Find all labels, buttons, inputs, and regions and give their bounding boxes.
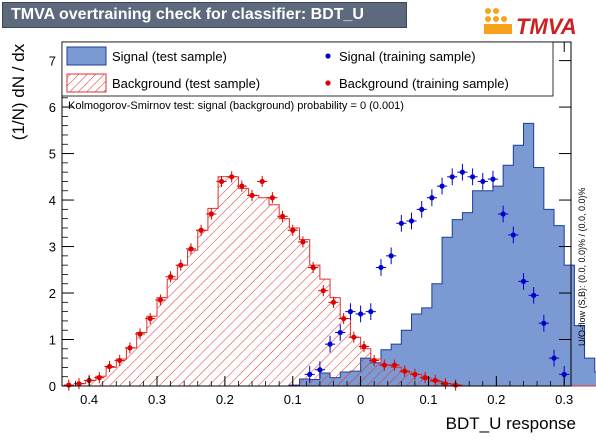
signal-train-point <box>508 226 519 244</box>
logo-dots-icon <box>484 8 512 34</box>
signal-train-point <box>487 170 499 188</box>
signal-train-point <box>335 324 346 341</box>
background-train-point <box>348 331 359 343</box>
signal-train-point <box>375 259 387 276</box>
legend <box>61 41 554 97</box>
background-train-point <box>246 189 258 201</box>
background-train-point <box>369 354 380 367</box>
background-train-point <box>114 354 125 367</box>
signal-train-point <box>416 200 427 218</box>
signal-train-point <box>365 303 376 320</box>
background-train-point <box>206 208 217 220</box>
legend-background-train-label: Background (training sample) <box>339 76 509 91</box>
signal-train-point <box>528 286 539 304</box>
background-train-point <box>155 294 166 306</box>
background-train-point <box>226 171 237 183</box>
y-tick-label: 7 <box>49 54 56 69</box>
background-train-point <box>409 368 420 380</box>
logo-text: TMVA <box>516 14 577 39</box>
x-axis-label: BDT_U response <box>445 414 576 433</box>
y-tick-label: 1 <box>49 333 56 348</box>
signal-train-point <box>304 366 315 383</box>
background-train-point <box>165 271 176 283</box>
x-tick-label: 0 <box>357 392 364 407</box>
y-tick-label: 5 <box>49 147 56 162</box>
tmva-logo: TMVA <box>484 8 577 39</box>
title-box: TMVA overtraining check for classifier: … <box>2 2 407 28</box>
x-tick-label: 0.1 <box>419 392 437 407</box>
background-train-point <box>134 328 146 340</box>
background-train-point <box>379 359 390 371</box>
signal-train-point <box>406 212 417 230</box>
background-train-point <box>104 360 115 373</box>
y-tick-label: 2 <box>49 286 56 301</box>
signal-train-point <box>518 273 529 290</box>
y-axis-label: (1/N) dN / dx <box>9 43 28 141</box>
signal-train-point <box>396 214 407 232</box>
background-train-point <box>216 175 227 188</box>
legend-box <box>61 41 554 97</box>
signal-train-point <box>436 177 448 195</box>
signal-train-point <box>386 247 397 265</box>
points-layer <box>63 163 570 391</box>
y-tick-label: 6 <box>49 100 56 115</box>
legend-signal-test-swatch <box>66 46 107 66</box>
x-tick-label: 0.1 <box>284 392 302 407</box>
signal-train-point <box>538 314 549 332</box>
background-train-point <box>196 224 207 236</box>
legend-signal-train-marker <box>325 53 331 59</box>
background-train-point <box>297 236 309 248</box>
background-train-point <box>257 175 268 188</box>
signal-train-point <box>426 189 437 207</box>
background-train-point <box>440 378 451 390</box>
background-train-point <box>175 259 186 271</box>
chart-title: TMVA overtraining check for classifier: … <box>11 6 364 23</box>
y-tick-label: 3 <box>49 240 56 255</box>
background-train-point <box>124 342 135 354</box>
legend-background-test-swatch <box>66 73 107 93</box>
background-train-point <box>308 261 319 274</box>
background-train-point <box>145 313 156 325</box>
signal-train-point <box>314 361 325 379</box>
signal-train-point <box>447 168 458 186</box>
signal-train-point <box>355 305 366 323</box>
background-train-point <box>277 210 288 222</box>
signal-train-point <box>467 168 478 186</box>
x-tick-label: 0.4 <box>80 392 98 407</box>
legend-signal-test-label: Signal (test sample) <box>112 49 227 64</box>
y-tick-label: 0 <box>49 379 56 394</box>
background-train-point <box>399 365 410 377</box>
background-train-point <box>318 285 329 297</box>
x-tick-label: 0.2 <box>216 392 234 407</box>
axis-ticks: 0.4 0.3 0.2 0.1 0 0.1 0.2 0.3 0 1 2 3 4 5 6 7 <box>49 41 573 407</box>
background-train-point <box>328 296 339 308</box>
background-train-point <box>287 224 298 236</box>
signal-train-point <box>324 335 336 353</box>
x-tick-label: 0.3 <box>555 392 573 407</box>
signal-train-point <box>345 303 356 320</box>
background-train-point <box>430 374 441 386</box>
legend-background-train-marker <box>325 80 331 86</box>
signal-train-point <box>457 163 468 181</box>
signal-train-point <box>498 205 509 223</box>
background-train-point <box>236 180 247 192</box>
legend-background-test-label: Background (test sample) <box>112 76 261 91</box>
signal-train-point <box>477 173 488 190</box>
y-tick-label: 4 <box>49 193 56 208</box>
background-train-point <box>267 192 278 204</box>
background-train-point <box>94 372 105 384</box>
signal-train-point <box>548 349 560 367</box>
background-train-point <box>338 313 349 325</box>
background-train-point <box>389 359 400 371</box>
background-train-point <box>358 340 370 353</box>
x-tick-label: 0.3 <box>148 392 166 407</box>
legend-signal-train-label: Signal (training sample) <box>339 49 476 64</box>
x-tick-label: 0.2 <box>487 392 505 407</box>
ks-test-text: Kolmogorov-Smirnov test: signal (backgro… <box>68 100 404 112</box>
overflow-note: U/O-flow (S,B): (0.0, 0.0)% / (0.0, 0.0)… <box>577 187 587 346</box>
background-train-point <box>185 243 197 255</box>
